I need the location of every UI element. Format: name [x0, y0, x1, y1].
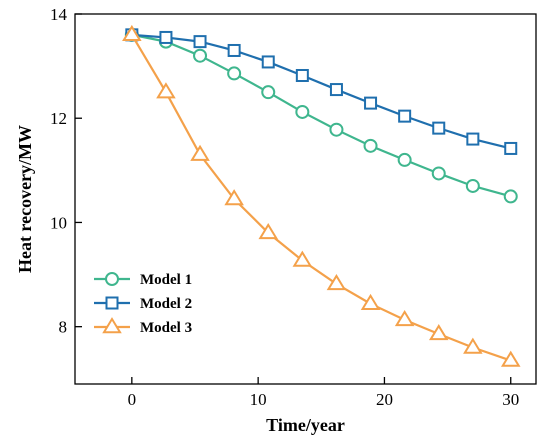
series-3 [122, 24, 521, 367]
x-tick-label: 0 [128, 390, 137, 409]
legend-label: Model 1 [140, 272, 192, 288]
data-point-square [193, 35, 207, 49]
x-tick-label: 30 [502, 390, 519, 409]
x-tick-label: 10 [250, 390, 267, 409]
data-point-circle [397, 152, 412, 167]
y-tick-label: 14 [50, 5, 68, 24]
legend-label: Model 3 [140, 320, 192, 336]
plot-area: 0 10 20 30 8 10 12 14 [50, 5, 537, 409]
data-point-circle [261, 85, 276, 100]
data-point-triangle [190, 144, 210, 161]
legend-marker-square [105, 296, 119, 310]
legend-item: Model 3 [94, 317, 192, 336]
data-point-triangle [224, 189, 244, 206]
data-point-square [398, 109, 412, 123]
y-tick-label: 10 [50, 213, 67, 232]
y-axis-label: Heat recovery/MW [15, 125, 35, 273]
legend-label: Model 2 [140, 296, 192, 312]
data-point-circle [329, 122, 344, 137]
data-point-triangle [122, 24, 142, 42]
y-axis-ticks: 8 10 12 14 [50, 5, 82, 337]
series-1 [124, 27, 518, 204]
data-point-triangle [326, 274, 347, 291]
legend: Model 1 Model 2 Model 3 [94, 272, 192, 336]
data-point-triangle [258, 222, 279, 240]
y-tick-label: 12 [50, 109, 67, 128]
data-point-triangle [156, 82, 176, 99]
legend-item: Model 1 [94, 272, 192, 288]
series-line [131, 33, 512, 198]
data-point-circle [295, 104, 310, 119]
data-point-triangle [463, 337, 483, 354]
plot-frame [74, 13, 537, 385]
data-point-square [261, 55, 275, 69]
data-point-circle [503, 189, 518, 204]
series-layer [122, 24, 521, 367]
data-point-circle [431, 166, 446, 181]
data-point-square [159, 30, 173, 44]
data-point-circle [465, 178, 480, 193]
data-point-circle [193, 48, 208, 63]
data-point-square [227, 43, 241, 57]
data-point-triangle [500, 350, 521, 367]
legend-marker-triangle [102, 317, 122, 334]
data-point-triangle [292, 250, 313, 267]
data-point-square [466, 132, 480, 146]
x-tick-label: 20 [376, 390, 393, 409]
data-point-triangle [360, 293, 381, 310]
legend-marker-circle [105, 272, 119, 286]
data-point-triangle [428, 324, 449, 341]
data-point-triangle [394, 309, 415, 327]
data-point-circle [363, 138, 378, 153]
data-point-square [329, 83, 343, 97]
series-2 [125, 28, 518, 155]
x-axis-label: Time/year [266, 415, 345, 435]
data-point-square [364, 96, 378, 110]
y-tick-label: 8 [59, 318, 68, 337]
legend-item: Model 2 [94, 296, 192, 312]
x-axis-ticks: 0 10 20 30 [128, 377, 519, 409]
data-point-square [295, 68, 309, 82]
data-point-circle [227, 66, 242, 81]
data-point-square [432, 121, 446, 135]
data-point-square [504, 141, 518, 155]
